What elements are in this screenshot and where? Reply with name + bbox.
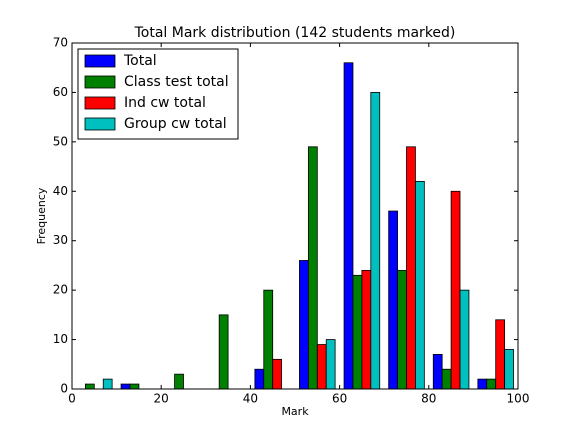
bar <box>352 274 363 390</box>
x-tick-label: 20 <box>154 392 169 406</box>
x-tick-label: 60 <box>332 392 347 406</box>
bar <box>129 383 140 390</box>
legend-swatch <box>84 96 116 110</box>
bar <box>120 383 131 390</box>
bar <box>406 146 416 390</box>
bar <box>504 349 514 390</box>
legend-label: Group cw total <box>124 116 227 132</box>
bar <box>343 62 354 390</box>
bar <box>486 378 497 390</box>
legend-label: Class test total <box>124 74 229 90</box>
bar <box>477 378 488 390</box>
x-tick-label: 40 <box>243 392 258 406</box>
plot-frame <box>71 42 519 390</box>
legend-swatch <box>84 54 116 68</box>
bar <box>254 368 265 390</box>
bar <box>307 146 318 390</box>
y-tick-label: 20 <box>53 283 68 297</box>
y-tick-label: 0 <box>60 382 68 396</box>
x-tick-label: 80 <box>421 392 436 406</box>
bar <box>263 289 274 390</box>
y-tick-label: 10 <box>53 332 68 346</box>
x-tick-label: 100 <box>507 392 530 406</box>
chart-title: Total Mark distribution (142 students ma… <box>134 25 456 41</box>
legend-swatch <box>84 75 116 89</box>
y-tick-label: 50 <box>53 134 68 148</box>
bar <box>299 260 309 390</box>
y-tick-label: 30 <box>53 233 68 247</box>
bar <box>495 319 506 390</box>
bar <box>174 373 184 390</box>
bar <box>325 339 336 390</box>
bar <box>388 210 398 390</box>
y-tick-label: 70 <box>53 36 68 50</box>
bar <box>459 289 470 390</box>
y-tick-label: 60 <box>53 85 68 99</box>
legend-swatch <box>84 117 116 131</box>
bar <box>397 269 407 390</box>
bar <box>441 368 452 390</box>
bar <box>432 353 443 390</box>
x-tick-label: 0 <box>68 392 76 406</box>
bar <box>316 344 327 390</box>
bar <box>450 190 461 390</box>
x-axis-label: Mark <box>281 405 309 418</box>
y-axis-label: Frequency <box>35 187 48 244</box>
bar <box>361 269 372 390</box>
bar <box>370 92 381 390</box>
bar <box>84 383 95 390</box>
bar <box>102 378 113 390</box>
bar <box>218 314 229 390</box>
legend-label: Total <box>123 53 157 69</box>
bar <box>272 358 283 390</box>
legend-label: Ind cw total <box>124 95 206 111</box>
y-tick-label: 40 <box>53 184 68 198</box>
legend: Total Class test total Ind cw total Group c… <box>77 48 239 140</box>
bar <box>415 180 425 390</box>
